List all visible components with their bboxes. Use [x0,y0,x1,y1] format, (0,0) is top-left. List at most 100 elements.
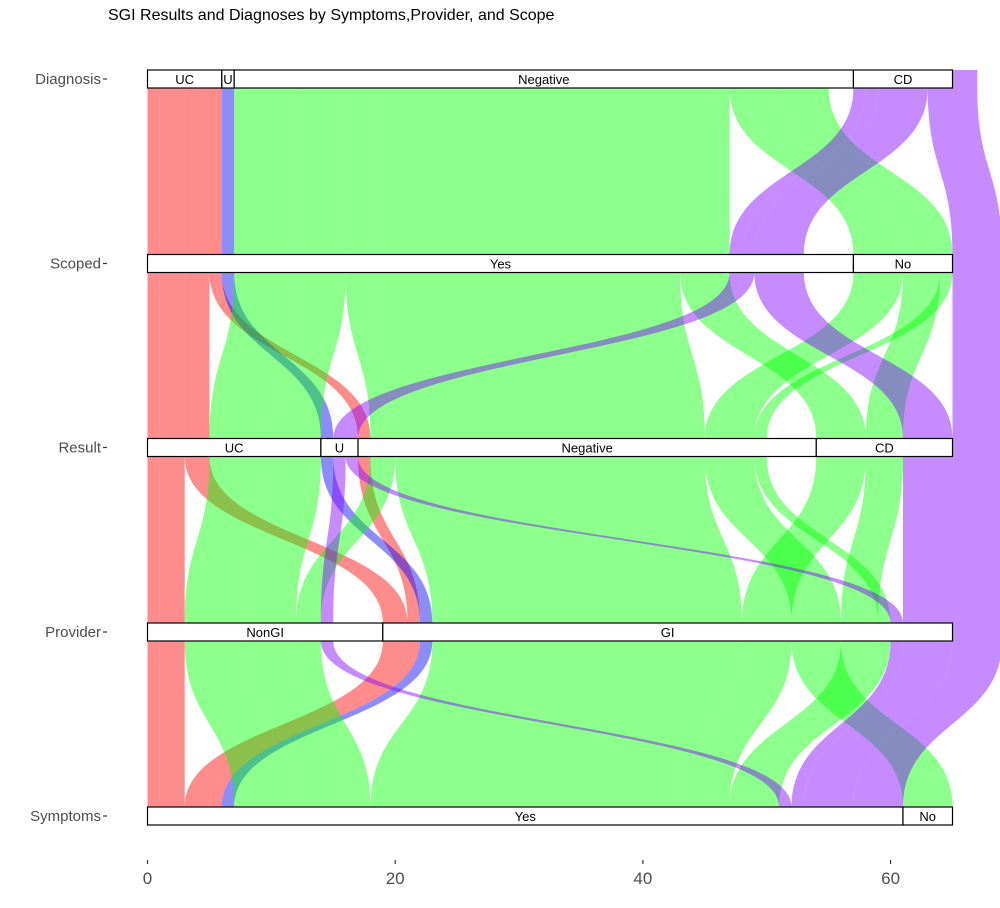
stratum-label: GI [661,625,675,640]
flow-negative-2 [296,456,396,623]
stratum-result-cd [815,437,954,458]
flow-u-0 [221,88,235,255]
flow-negative-0 [345,88,371,255]
flow-cd-0 [741,88,879,255]
flow-negative-1 [865,272,941,439]
flow-negative-3 [296,641,371,807]
stratum-label: NonGI [246,625,284,640]
flow-cd-0 [754,88,928,255]
x-tick-label: 0 [143,869,152,888]
flow-cd-3 [853,641,1000,807]
stratum-label: No [895,257,912,272]
flow-u-1 [221,272,334,439]
flow-uc-3 [209,641,420,807]
y-axis: Diagnosis Scoped Result Provider Symptoms [30,71,107,825]
flow-negative-3 [766,641,891,807]
flow-cd-1 [952,272,1000,439]
axis-label-diagnosis: Diagnosis [35,71,101,88]
stratum-label: Yes [515,809,537,824]
flow-negative-0 [370,88,681,255]
flow-negative-1 [370,272,705,439]
stratum-provider-gi [382,622,954,642]
flow-negative-0 [234,88,297,255]
flow-uc-2 [184,456,408,623]
stratum-label: Negative [518,72,569,87]
flow-cd-2 [345,456,903,623]
flow-uc-3 [184,641,408,807]
flow-cd-1 [345,272,755,439]
flow-negative-1 [209,272,297,439]
flow-negative-3 [729,641,879,807]
flow-cd-1 [754,272,953,439]
flow-cd-1 [333,272,742,439]
chart-title: SGI Results and Diagnoses by Symptoms,Pr… [108,7,555,24]
flow-negative-1 [345,272,396,439]
flow-negative-0 [680,88,730,255]
flow-negative-2 [184,456,272,623]
x-axis: 0 20 40 60 [143,860,900,888]
flow-lode [952,254,1000,273]
strata: UC U Negative CD Yes No UC U Negative CD NonGI GI Ye… [146,69,954,826]
stratum-scoped-no [852,253,954,274]
flow-uc-1 [147,272,160,439]
flow-uc-3 [159,641,185,807]
flow-uc-1 [159,272,185,439]
stratum-diagnosis-cd [852,69,954,89]
flow-uc-2 [147,456,160,623]
flow-lode [952,623,1000,641]
flow-negative-1 [271,272,346,439]
flow-negative-1 [754,272,953,439]
flow-negative-0 [729,88,903,255]
flow-negative-3 [791,641,953,807]
stratum-label: U [335,441,344,456]
flow-uc-0 [159,88,185,255]
flow-uc-3 [147,641,160,807]
flow-negative-3 [184,641,297,807]
flow-uc-0 [184,88,210,255]
x-tick-label: 40 [633,869,652,888]
flow-negative-1 [704,272,903,439]
axis-label-symptoms: Symptoms [30,808,101,825]
flow-uc-0 [147,88,160,255]
flow-cd-2 [952,456,1000,623]
flow-cd-3 [320,641,792,807]
flow-negative-0 [816,88,953,255]
flow-negative-2 [246,456,321,623]
flow-negative-2 [704,456,842,623]
flow-negative-2 [754,456,891,623]
flow-negative-3 [680,641,792,807]
flow-uc-0 [209,88,222,255]
axis-label-provider: Provider [45,624,101,641]
flow-uc-1 [184,272,210,439]
flow-cd-2 [902,456,953,623]
flow-u-3 [221,641,433,807]
flow-negative-0 [779,88,941,255]
flow-cd-2 [320,456,346,623]
stratum-label: UC [225,441,244,456]
flow-cd-3 [803,641,953,807]
stratum-label: U [223,72,232,87]
flow-negative-2 [841,456,903,623]
flow-negative-1 [680,272,866,439]
stratum-label: UC [175,72,194,87]
flow-lode [952,438,1000,457]
flow-negative-3 [246,641,346,807]
flow-u-2 [320,456,433,623]
axis-label-result: Result [58,440,101,457]
flow-uc-2 [358,456,420,623]
x-tick-label: 20 [386,869,405,888]
flow-negative-2 [395,456,742,623]
stratum-label: CD [875,441,894,456]
stratum-symptoms-no [902,806,954,826]
flow-cd-0 [927,88,1000,255]
flow-negative-0 [296,88,346,255]
stratum-label: No [919,809,936,824]
flow-cd-3 [791,641,903,807]
flow-cd-0 [729,88,866,255]
stratum-label: Negative [561,441,612,456]
flow-uc-1 [209,272,371,439]
x-tick-label: 60 [881,869,900,888]
flow-uc-2 [159,456,185,623]
flow-negative-3 [370,641,742,807]
